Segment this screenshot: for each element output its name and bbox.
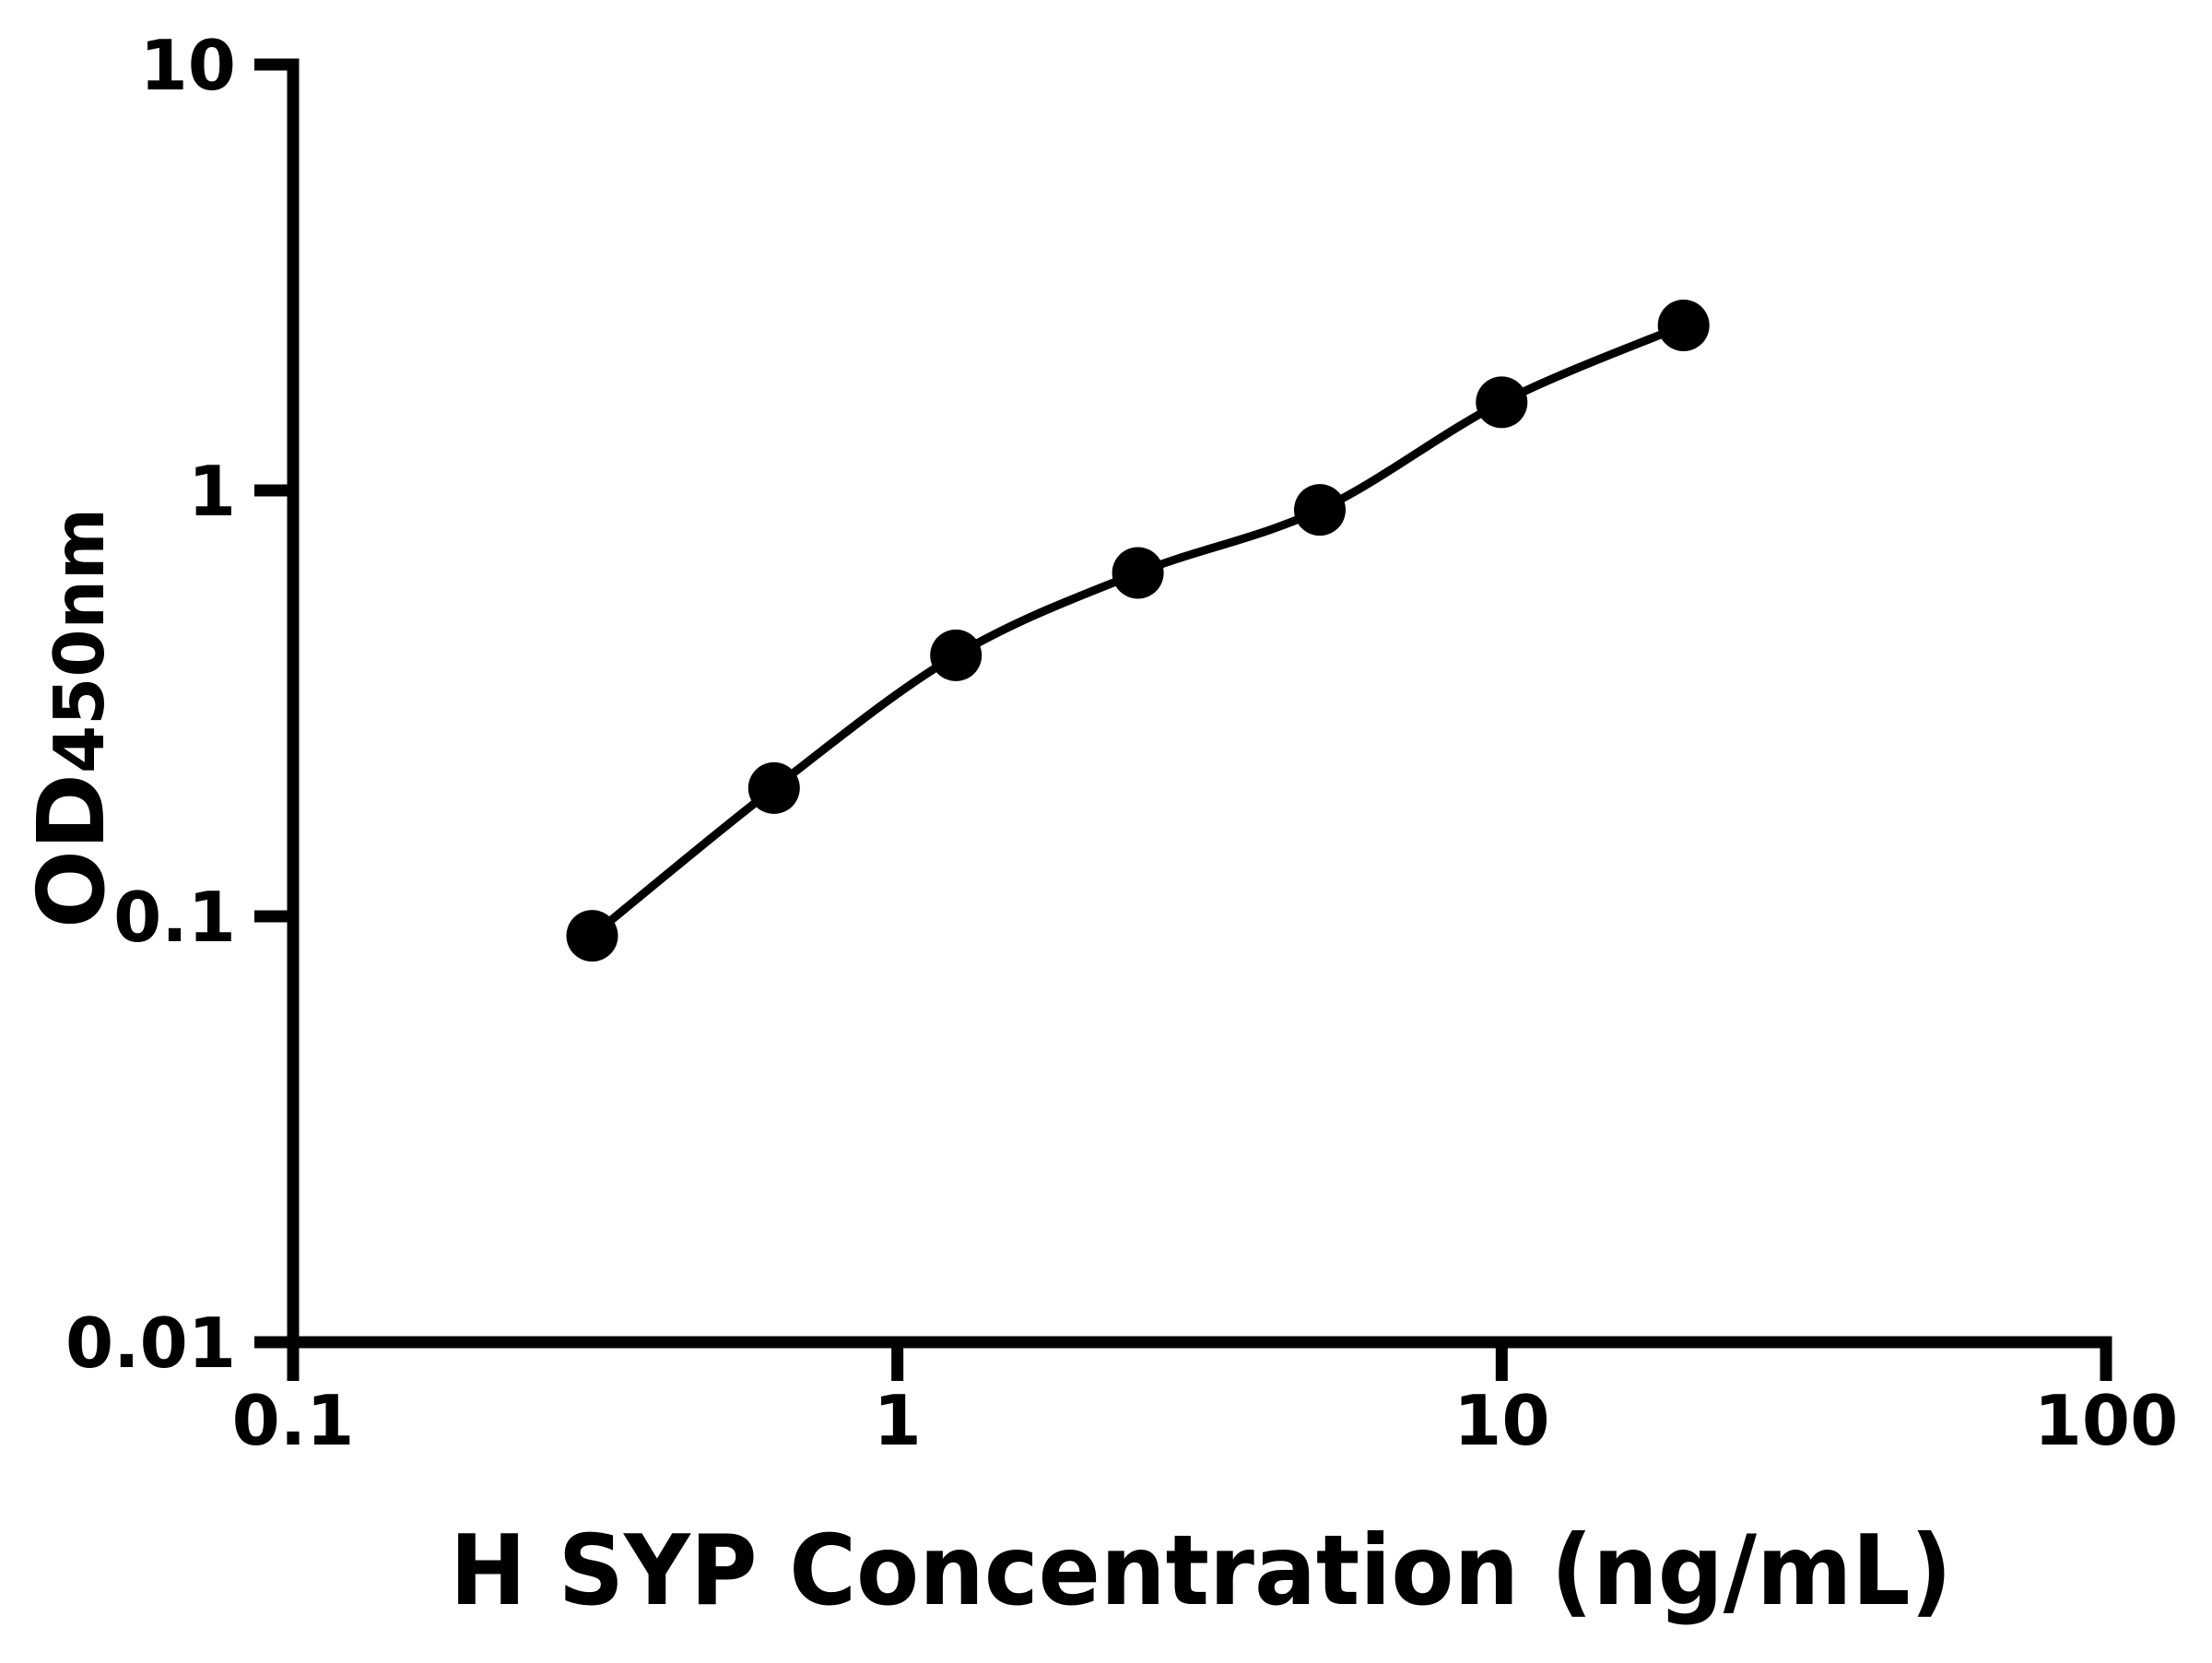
y-axis-title-main: OD bbox=[18, 773, 125, 928]
data-point-3 bbox=[930, 629, 982, 681]
x-tick-label-10: 10 bbox=[1453, 1380, 1549, 1461]
y-axis-title-subscript: 450nm bbox=[39, 508, 120, 773]
y-axis-title: OD450nm bbox=[18, 508, 125, 928]
x-tick-label-100: 100 bbox=[2034, 1380, 2179, 1461]
data-point-1 bbox=[566, 910, 618, 962]
data-point-5 bbox=[1294, 484, 1346, 537]
data-point-6 bbox=[1476, 376, 1528, 429]
data-point-4 bbox=[1112, 547, 1164, 599]
y-tick-label-0.01: 0.01 bbox=[65, 1303, 236, 1384]
data-point-2 bbox=[747, 761, 800, 814]
y-tick-label-1: 1 bbox=[188, 451, 236, 532]
y-tick-label-10: 10 bbox=[140, 25, 236, 106]
x-axis-title: H SYP Concentration (ng/mL) bbox=[450, 1515, 1952, 1627]
x-tick-label-0.1: 0.1 bbox=[232, 1380, 355, 1461]
x-tick-label-1: 1 bbox=[874, 1380, 922, 1461]
data-point-7 bbox=[1657, 300, 1710, 351]
y-tick-label-0.1: 0.1 bbox=[113, 877, 236, 958]
